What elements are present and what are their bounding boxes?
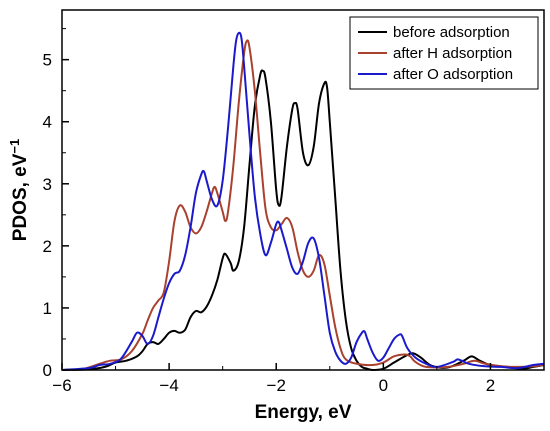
x-axis-title: Energy, eV	[255, 402, 352, 423]
y-tick-label: 5	[43, 51, 52, 70]
series-line-0	[61, 69, 545, 371]
series-layer	[61, 31, 545, 371]
y-tick-label: 2	[43, 237, 52, 256]
y-tick-label: 1	[43, 299, 52, 318]
y-axis-title-superscript: −1	[7, 139, 22, 154]
x-tick-label: 0	[379, 376, 388, 395]
legend-label: before adsorption	[393, 24, 510, 41]
x-tick-label: −6	[52, 376, 71, 395]
y-tick-label: 4	[43, 113, 52, 132]
y-axis-title-main: PDOS, eV	[10, 153, 31, 241]
legend-label: after H adsorption	[393, 45, 512, 62]
series-line-1	[61, 39, 545, 371]
x-tick-label: −2	[267, 376, 286, 395]
plot-frame	[61, 9, 545, 371]
ticks-layer: −6 −4 −2 0 2 0 1 2 3 4 5	[43, 28, 495, 395]
y-axis-title: PDOS, eV−1	[7, 139, 31, 241]
y-tick-label: 0	[43, 361, 52, 380]
legend-label: after O adsorption	[393, 66, 513, 83]
x-tick-label: 2	[486, 376, 495, 395]
y-tick-label: 3	[43, 175, 52, 194]
legend: before adsorption after H adsorption after…	[349, 16, 539, 90]
x-tick-label: −4	[159, 376, 178, 395]
series-line-2	[61, 31, 545, 371]
